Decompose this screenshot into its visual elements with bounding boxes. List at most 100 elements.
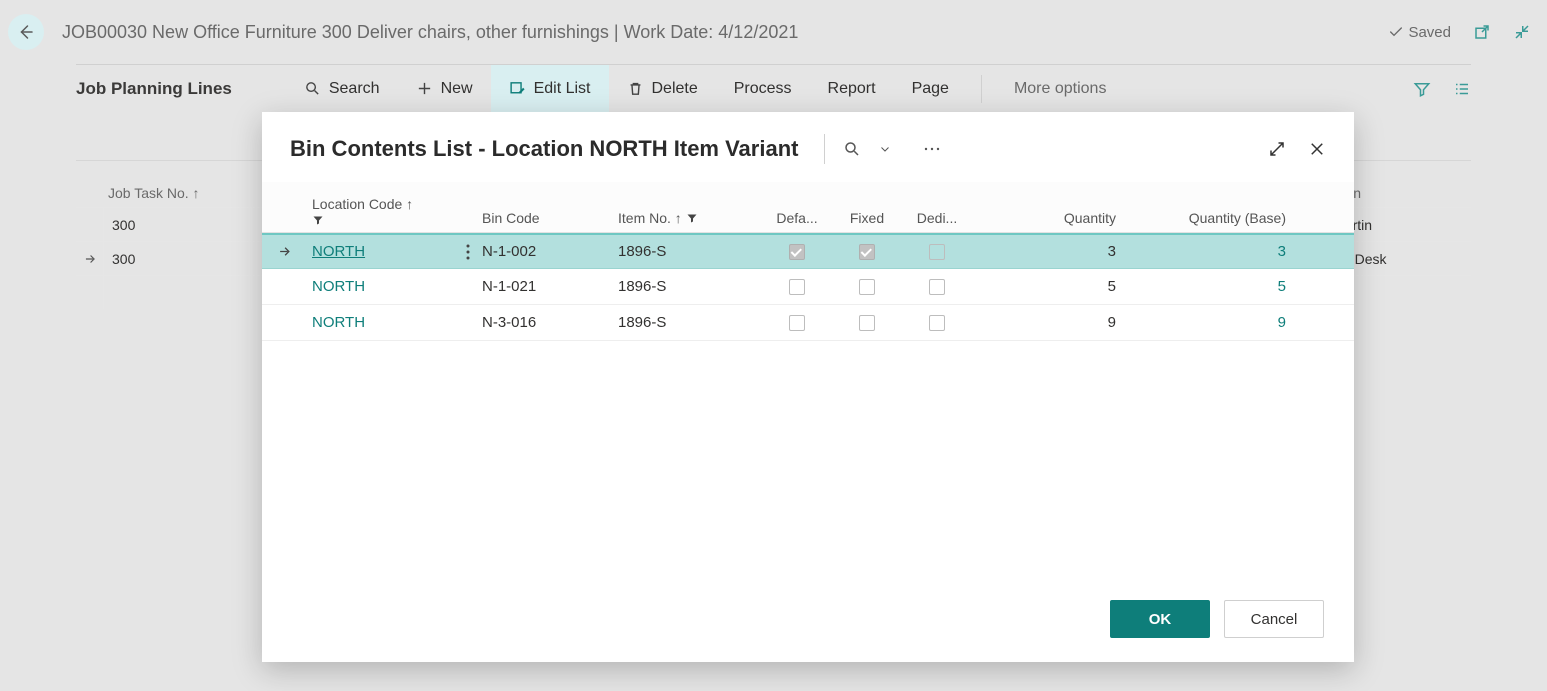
process-action[interactable]: Process [716, 65, 810, 112]
arrow-left-icon [17, 23, 35, 41]
modal-search-dropdown[interactable] [879, 143, 891, 155]
new-action[interactable]: New [398, 65, 491, 112]
popout-button[interactable] [1473, 23, 1491, 41]
modal-grid-body: NORTH N-1-002 1896-S 3 3 NORTH N-1-021 1… [262, 233, 1354, 584]
modal-search-button[interactable] [843, 140, 861, 158]
cell-bin-code: N-1-021 [476, 278, 612, 295]
dots-horizontal-icon [923, 146, 941, 152]
location-link[interactable]: NORTH [312, 314, 365, 331]
row-indicator [262, 244, 306, 259]
back-button[interactable] [8, 14, 44, 50]
cell-fixed [832, 244, 902, 260]
bin-contents-modal: Bin Contents List - Location NORTH Item … [262, 112, 1354, 662]
cell-default [762, 279, 832, 295]
col-job-task-no[interactable]: Job Task No. ↑ [76, 185, 252, 201]
row-indicator [76, 242, 104, 275]
checkbox[interactable] [929, 244, 945, 260]
check-icon [1388, 24, 1404, 40]
cell-quantity: 9 [972, 314, 1122, 331]
cell-location-code: NORTH [306, 278, 476, 295]
col-quantity[interactable]: Quantity [972, 210, 1122, 226]
modal-title: Bin Contents List - Location NORTH Item … [290, 136, 798, 162]
saved-label: Saved [1408, 24, 1451, 41]
col-fixed[interactable]: Fixed [832, 210, 902, 226]
modal-expand-button[interactable] [1268, 140, 1286, 158]
col-bin-code[interactable]: Bin Code [476, 210, 612, 226]
top-bar: JOB00030 New Office Furniture 300 Delive… [0, 0, 1547, 64]
popout-icon [1473, 23, 1491, 41]
cell-item-no: 1896-S [612, 278, 762, 295]
cell-quantity-base[interactable]: 9 [1122, 314, 1292, 331]
cell-bin-code: N-3-016 [476, 314, 612, 331]
col-quantity-base[interactable]: Quantity (Base) [1122, 210, 1292, 226]
cell-item-no: 1896-S [612, 243, 762, 260]
modal-header: Bin Contents List - Location NORTH Item … [262, 112, 1354, 182]
expand-icon [1268, 140, 1286, 158]
checkbox[interactable] [859, 244, 875, 260]
cell-quantity-base[interactable]: 5 [1122, 278, 1292, 295]
ok-button[interactable]: OK [1110, 600, 1210, 638]
col-location-code-label: Location Code ↑ [312, 196, 470, 212]
col-item-no[interactable]: Item No. ↑ [612, 210, 762, 226]
cell-fixed [832, 315, 902, 331]
close-icon [1308, 140, 1326, 158]
modal-close-button[interactable] [1308, 140, 1326, 158]
filter-icon [686, 212, 698, 224]
checkbox[interactable] [929, 279, 945, 295]
header-separator [824, 134, 825, 164]
cell-bin-code: N-1-002 [476, 243, 612, 260]
new-label: New [441, 80, 473, 98]
bin-contents-row[interactable]: NORTH N-1-002 1896-S 3 3 [262, 233, 1354, 269]
checkbox[interactable] [789, 244, 805, 260]
funnel-icon [1413, 80, 1431, 98]
cell-item-no: 1896-S [612, 314, 762, 331]
bin-contents-row[interactable]: NORTH N-3-016 1896-S 9 9 [262, 305, 1354, 341]
filter-pane-button[interactable] [1413, 80, 1431, 98]
plus-icon [416, 80, 433, 97]
cancel-button[interactable]: Cancel [1224, 600, 1324, 638]
col-default[interactable]: Defa... [762, 210, 832, 226]
collapse-button[interactable] [1513, 23, 1531, 41]
location-link[interactable]: NORTH [312, 243, 365, 260]
cell-default [762, 244, 832, 260]
process-label: Process [734, 80, 792, 98]
cell-default [762, 315, 832, 331]
edit-list-label: Edit List [534, 80, 591, 98]
collapse-icon [1513, 23, 1531, 41]
checkbox[interactable] [929, 315, 945, 331]
bin-contents-row[interactable]: NORTH N-1-021 1896-S 5 5 [262, 269, 1354, 305]
col-dedicated[interactable]: Dedi... [902, 210, 972, 226]
cell-location-code: NORTH [306, 314, 476, 331]
arrow-right-icon [277, 244, 292, 259]
location-link[interactable]: NORTH [312, 278, 365, 295]
checkbox[interactable] [789, 279, 805, 295]
report-label: Report [828, 80, 876, 98]
cell-dedicated [902, 279, 972, 295]
search-icon [843, 140, 861, 158]
list-icon [1453, 80, 1471, 98]
cell-quantity: 5 [972, 278, 1122, 295]
row-indicator [76, 208, 104, 241]
modal-grid-header: Location Code ↑ Bin Code Item No. ↑ Defa… [262, 182, 1354, 233]
page-action[interactable]: Page [894, 65, 967, 112]
col-item-no-label: Item No. ↑ [618, 210, 682, 226]
col-location-code[interactable]: Location Code ↑ [306, 196, 476, 226]
page-title: Job Planning Lines [76, 79, 232, 99]
checkbox[interactable] [859, 279, 875, 295]
edit-list-action[interactable]: Edit List [491, 65, 609, 112]
more-options-action[interactable]: More options [996, 65, 1125, 112]
list-view-button[interactable] [1453, 80, 1471, 98]
checkbox[interactable] [789, 315, 805, 331]
delete-action[interactable]: Delete [609, 65, 716, 112]
report-action[interactable]: Report [810, 65, 894, 112]
cell-quantity-base[interactable]: 3 [1122, 243, 1292, 260]
search-action[interactable]: Search [286, 65, 398, 112]
modal-more-button[interactable] [923, 146, 941, 152]
checkbox[interactable] [859, 315, 875, 331]
toolbar: Job Planning Lines Search New Edit List [76, 64, 1471, 112]
saved-status: Saved [1388, 24, 1451, 41]
trash-icon [627, 80, 644, 97]
more-options-label: More options [1014, 80, 1107, 98]
edit-list-icon [509, 80, 526, 97]
row-actions[interactable] [466, 244, 470, 260]
